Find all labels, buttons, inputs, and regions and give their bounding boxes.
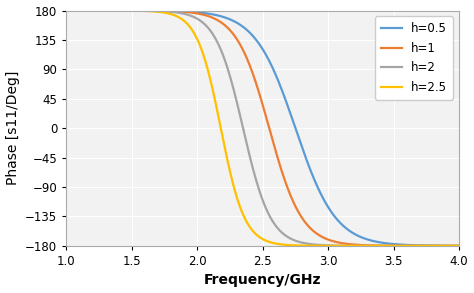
h=2.5 xyxy=(456,244,462,248)
h=1 xyxy=(214,18,220,22)
h=1 xyxy=(448,244,454,248)
h=0.5 xyxy=(108,9,114,12)
h=2.5 xyxy=(132,9,137,13)
h=2 xyxy=(456,244,462,248)
Line: h=0.5: h=0.5 xyxy=(66,11,459,246)
h=2.5 xyxy=(108,9,114,12)
h=1 xyxy=(108,9,114,12)
h=2 xyxy=(214,40,220,43)
Legend: h=0.5, h=1, h=2, h=2.5: h=0.5, h=1, h=2, h=2.5 xyxy=(375,16,453,100)
X-axis label: Frequency/GHz: Frequency/GHz xyxy=(204,273,321,287)
h=1 xyxy=(132,9,137,12)
Line: h=1: h=1 xyxy=(66,11,459,246)
h=0.5 xyxy=(214,13,220,17)
h=1 xyxy=(231,33,237,37)
h=0.5 xyxy=(406,243,412,247)
h=2 xyxy=(108,9,114,12)
h=2.5 xyxy=(406,244,412,248)
h=2.5 xyxy=(214,108,220,111)
h=0.5 xyxy=(231,19,237,23)
h=2.5 xyxy=(448,244,454,248)
h=2 xyxy=(406,244,412,248)
Line: h=2.5: h=2.5 xyxy=(66,11,459,246)
h=2 xyxy=(132,9,137,12)
h=0.5 xyxy=(456,244,462,248)
Line: h=2: h=2 xyxy=(66,11,459,246)
h=0.5 xyxy=(448,244,454,248)
h=2 xyxy=(64,9,69,12)
h=0.5 xyxy=(132,9,137,12)
h=2 xyxy=(231,89,237,93)
Y-axis label: Phase [s11/Deg]: Phase [s11/Deg] xyxy=(6,71,19,185)
h=1 xyxy=(64,9,69,12)
h=1 xyxy=(456,244,462,248)
h=2 xyxy=(448,244,454,248)
h=0.5 xyxy=(64,9,69,12)
h=2.5 xyxy=(64,9,69,12)
h=2.5 xyxy=(231,185,237,189)
h=1 xyxy=(406,244,412,248)
